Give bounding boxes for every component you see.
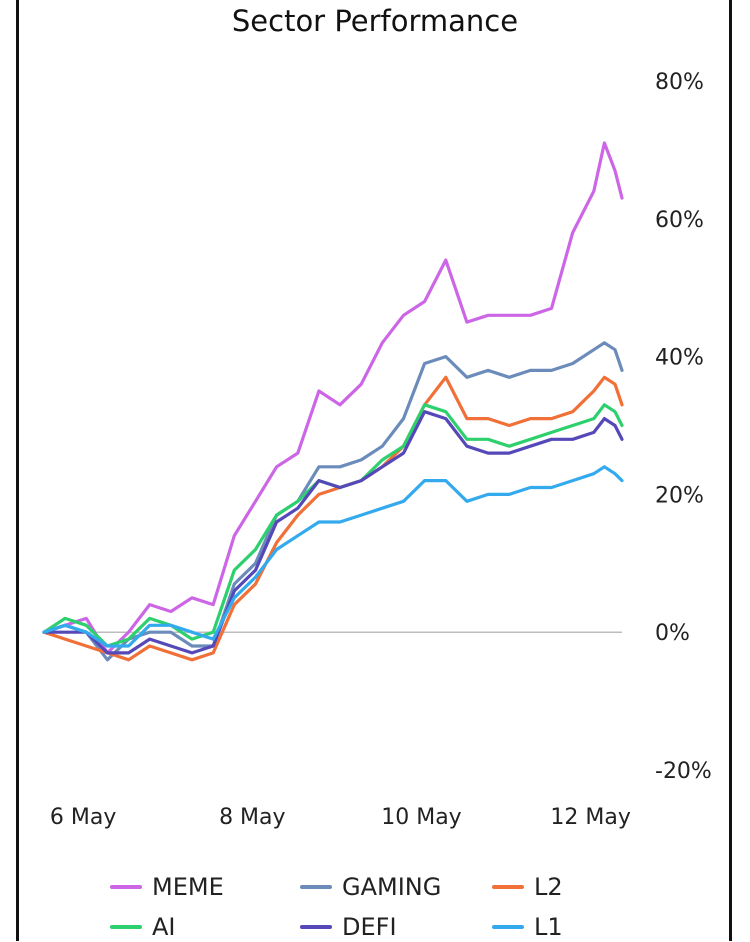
series-line-ai	[42, 403, 624, 648]
y-tick-label: -20%	[655, 759, 712, 784]
legend-label: L1	[534, 913, 563, 941]
legend-item-l1: L1	[492, 912, 563, 942]
frame-border-left	[16, 0, 19, 941]
x-tick-label: 10 May	[381, 805, 461, 830]
legend-swatch	[492, 885, 524, 889]
x-axis-ticks: 6 May 8 May 10 May 12 May	[50, 805, 631, 830]
series-line-defi	[42, 410, 624, 655]
legend-swatch	[110, 885, 142, 889]
legend-swatch	[300, 925, 332, 929]
legend-item-ai: AI	[110, 912, 176, 942]
legend-label: GAMING	[342, 873, 442, 901]
y-tick-label: 0%	[655, 621, 690, 646]
legend-item-defi: DEFI	[300, 912, 397, 942]
series-line-meme	[42, 141, 624, 655]
legend-label: AI	[152, 913, 176, 941]
x-tick-label: 12 May	[550, 805, 630, 830]
series-lines	[42, 141, 624, 662]
legend-swatch	[492, 925, 524, 929]
y-tick-label: 20%	[655, 483, 704, 508]
series-line-l2	[42, 375, 624, 662]
x-tick-label: 8 May	[219, 805, 285, 830]
legend-swatch	[110, 925, 142, 929]
y-tick-label: 80%	[655, 70, 704, 95]
series-line-gaming	[42, 341, 624, 662]
y-tick-label: 60%	[655, 208, 704, 233]
legend-label: DEFI	[342, 913, 397, 941]
x-tick-label: 6 May	[50, 805, 116, 830]
y-axis-ticks: 80% 60% 40% 20% 0% -20%	[655, 70, 712, 784]
series-line-l1	[42, 465, 624, 648]
legend-label: MEME	[152, 873, 224, 901]
legend-label: L2	[534, 873, 563, 901]
legend-item-l2: L2	[492, 872, 563, 902]
frame-border-right	[729, 0, 732, 941]
legend-item-meme: MEME	[110, 872, 224, 902]
y-tick-label: 40%	[655, 346, 704, 371]
legend-swatch	[300, 885, 332, 889]
chart-title: Sector Performance	[231, 4, 519, 38]
legend-item-gaming: GAMING	[300, 872, 441, 902]
